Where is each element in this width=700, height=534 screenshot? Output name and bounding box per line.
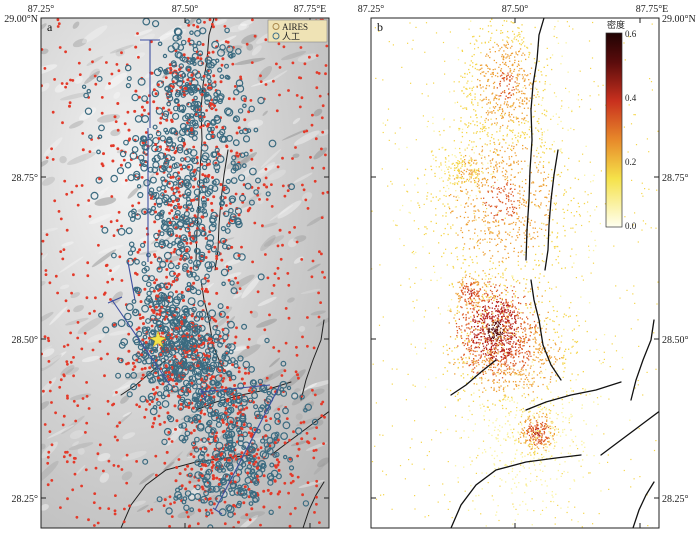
top-tick-b-3: 87.75°E xyxy=(636,4,669,15)
colorbar-ramp xyxy=(605,32,623,228)
legend-box xyxy=(267,19,328,43)
epicenter-star xyxy=(149,330,167,348)
colorbar-tick-0.4: 0.4 xyxy=(625,93,637,103)
colorbar-tick-0.6: 0.6 xyxy=(625,29,637,39)
top-tick-a-2: 87.50° xyxy=(172,4,199,15)
top-tick-a-3: 87.75°E xyxy=(294,4,327,15)
left-tick-2: 28.75° xyxy=(12,173,39,184)
legend-manual-label: 人工 xyxy=(282,32,300,42)
right-tick-2: 28.75° xyxy=(662,173,689,184)
colorbar-title: 密度 xyxy=(607,19,625,30)
legend-aires-symbol xyxy=(272,23,280,30)
profile-lines xyxy=(107,39,281,515)
panel-a-letter: a xyxy=(47,20,53,34)
top-tick-a-1: 87.25° xyxy=(28,4,55,15)
top-tick-b-2: 87.50° xyxy=(502,4,529,15)
panel-b-letter: b xyxy=(377,20,383,34)
density-dots xyxy=(371,18,659,528)
colorbar-tick-0.0: 0.0 xyxy=(625,221,637,231)
legend: AIRES 人工 xyxy=(267,19,328,43)
panel-a-ticks xyxy=(40,17,329,528)
left-tick-4: 28.25° xyxy=(12,494,39,505)
left-tick-3: 28.50° xyxy=(12,335,39,346)
right-tick-3: 28.50° xyxy=(662,335,689,346)
top-tick-b-1: 87.25° xyxy=(358,4,385,15)
legend-aires-label: AIRES xyxy=(282,22,308,32)
right-tick-1: 29.00°N xyxy=(662,14,696,25)
fault-lines xyxy=(120,18,329,528)
event-dots xyxy=(41,18,329,528)
fault-lines-b xyxy=(450,18,659,528)
panel-a: AIRES 人工 a xyxy=(40,17,330,529)
legend-manual-symbol xyxy=(272,32,280,40)
right-tick-4: 28.25° xyxy=(662,494,689,505)
colorbar: 密度 0.6 0.4 0.2 0.0 xyxy=(605,19,637,231)
colorbar-tick-0.2: 0.2 xyxy=(625,157,636,167)
left-tick-1: 29.00°N xyxy=(4,14,38,25)
panel-b-ticks xyxy=(370,17,659,528)
panel-b: 密度 0.6 0.4 0.2 0.0 b xyxy=(370,17,660,529)
